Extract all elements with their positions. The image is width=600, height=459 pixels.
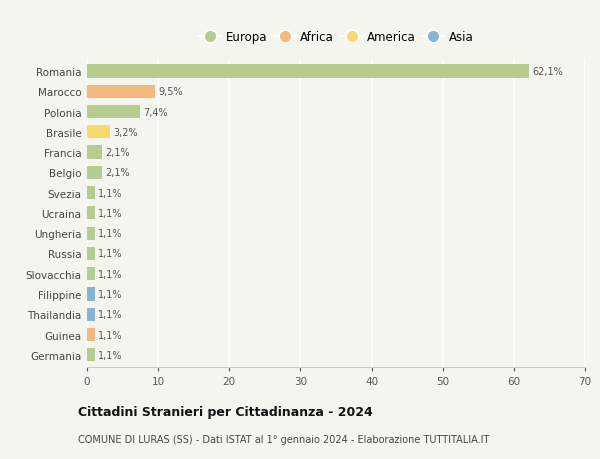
Bar <box>87 106 140 119</box>
Text: 1,1%: 1,1% <box>98 310 123 319</box>
Text: COMUNE DI LURAS (SS) - Dati ISTAT al 1° gennaio 2024 - Elaborazione TUTTITALIA.I: COMUNE DI LURAS (SS) - Dati ISTAT al 1° … <box>78 434 490 443</box>
Bar <box>87 146 102 159</box>
Text: 1,1%: 1,1% <box>98 350 123 360</box>
Bar <box>87 85 155 99</box>
Bar <box>87 187 95 200</box>
Bar <box>87 227 95 240</box>
Text: 1,1%: 1,1% <box>98 229 123 239</box>
Text: 3,2%: 3,2% <box>113 128 138 138</box>
Text: Cittadini Stranieri per Cittadinanza - 2024: Cittadini Stranieri per Cittadinanza - 2… <box>78 405 373 419</box>
Legend: Europa, Africa, America, Asia: Europa, Africa, America, Asia <box>196 28 476 46</box>
Text: 1,1%: 1,1% <box>98 188 123 198</box>
Text: 1,1%: 1,1% <box>98 330 123 340</box>
Bar <box>87 167 102 179</box>
Text: 1,1%: 1,1% <box>98 269 123 279</box>
Bar <box>87 348 95 362</box>
Text: 9,5%: 9,5% <box>158 87 183 97</box>
Text: 1,1%: 1,1% <box>98 249 123 259</box>
Bar <box>87 308 95 321</box>
Bar <box>87 65 529 78</box>
Text: 2,1%: 2,1% <box>106 168 130 178</box>
Text: 2,1%: 2,1% <box>106 148 130 158</box>
Text: 1,1%: 1,1% <box>98 208 123 218</box>
Text: 1,1%: 1,1% <box>98 289 123 299</box>
Text: 62,1%: 62,1% <box>532 67 563 77</box>
Bar <box>87 126 110 139</box>
Bar <box>87 268 95 281</box>
Bar <box>87 328 95 341</box>
Bar <box>87 288 95 301</box>
Bar <box>87 207 95 220</box>
Text: 7,4%: 7,4% <box>143 107 168 117</box>
Bar <box>87 247 95 260</box>
